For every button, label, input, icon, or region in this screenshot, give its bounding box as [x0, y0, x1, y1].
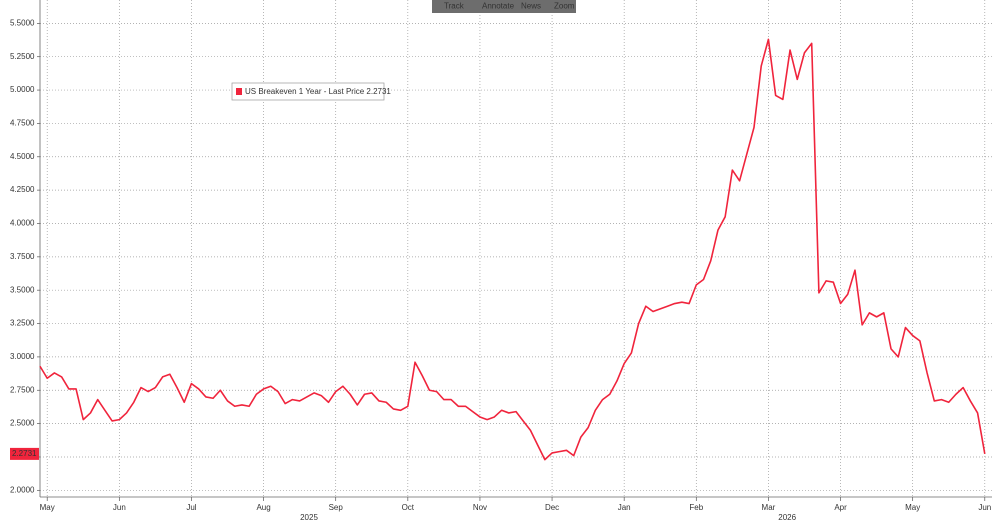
y-tick-label: 2.5000: [10, 419, 35, 428]
toolbar-button[interactable]: Track: [444, 2, 465, 11]
last-price-label: 2.2731: [12, 449, 37, 458]
x-tick-label: Jun: [113, 503, 126, 512]
y-tick-label: 4.7500: [10, 119, 35, 128]
year-label: 2026: [778, 513, 796, 522]
y-tick-label: 3.5000: [10, 285, 35, 294]
x-tick-label: Jan: [618, 503, 631, 512]
y-tick-label: 2.7500: [10, 385, 35, 394]
y-tick-label: 4.2500: [10, 185, 35, 194]
y-tick-label: 5.5000: [10, 18, 35, 27]
y-tick-label: 4.0000: [10, 219, 35, 228]
y-tick-label: 3.0000: [10, 352, 35, 361]
x-tick-label: May: [40, 503, 55, 512]
x-tick-label: Sep: [329, 503, 344, 512]
x-tick-label: Oct: [402, 503, 415, 512]
toolbar: Track Annotate News Zoom: [432, 0, 576, 13]
legend-swatch: [236, 88, 242, 95]
x-tick-label: Dec: [545, 503, 559, 512]
x-tick-label: Nov: [473, 503, 487, 512]
y-tick-label: 3.2500: [10, 319, 35, 328]
last-price-tag: [10, 447, 39, 460]
x-tick-label: Feb: [689, 503, 703, 512]
x-tick-label: Mar: [762, 503, 776, 512]
y-tick-label: 4.5000: [10, 152, 35, 161]
series-line: [39, 38, 986, 461]
toolbar-button[interactable]: News: [521, 2, 541, 11]
year-label: 2025: [300, 513, 318, 522]
toolbar-bg: [432, 0, 576, 13]
x-tick-label: Aug: [256, 503, 270, 512]
legend-label: US Breakeven 1 Year - Last Price 2.2731: [245, 87, 391, 96]
x-tick-label: May: [905, 503, 920, 512]
y-tick-label: 5.0000: [10, 85, 35, 94]
legend-box: [231, 82, 385, 101]
toolbar-button[interactable]: Zoom: [554, 2, 575, 11]
y-tick-label: 3.7500: [10, 252, 35, 261]
x-tick-label: Apr: [834, 503, 847, 512]
toolbar-button[interactable]: Annotate: [482, 2, 515, 11]
x-tick-label: Jun: [978, 503, 991, 512]
x-tick-label: Jul: [186, 503, 196, 512]
y-tick-label: 5.2500: [10, 52, 35, 61]
legend: US Breakeven 1 Year - Last Price 2.2731: [231, 82, 391, 101]
y-tick-label: 2.0000: [10, 485, 35, 494]
